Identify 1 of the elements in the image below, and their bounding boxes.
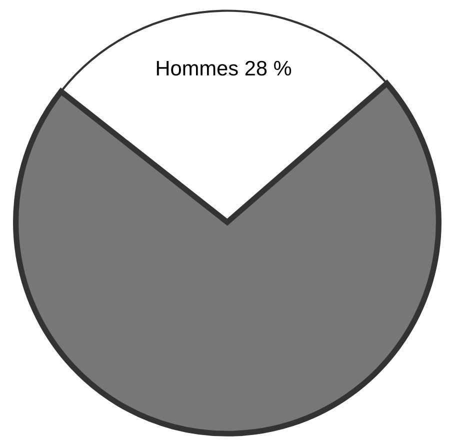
slice-label: Hommes 28 %: [156, 60, 292, 76]
